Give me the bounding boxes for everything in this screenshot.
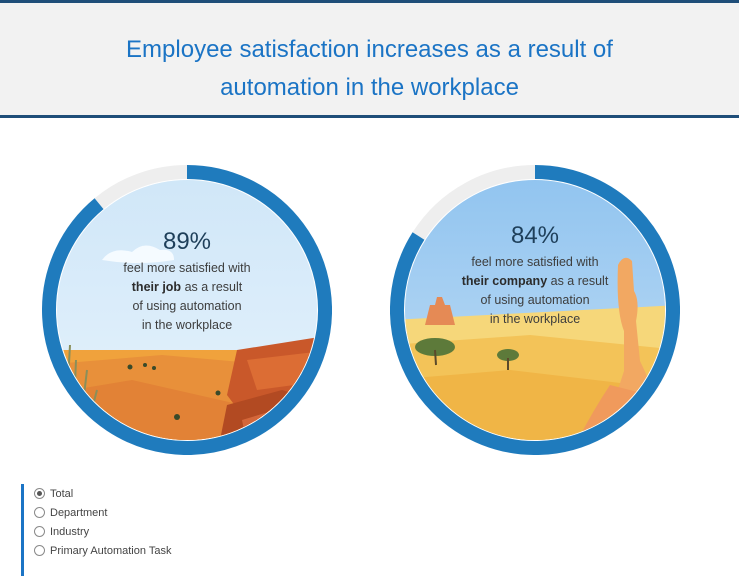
- filter-option-primary-automation-task[interactable]: Primary Automation Task: [34, 541, 171, 560]
- ring-value-arc: [390, 165, 680, 455]
- company-text-pre: feel more satisfied with: [471, 255, 599, 269]
- radio-icon[interactable]: [34, 545, 45, 556]
- filter-option-label: Industry: [50, 525, 90, 538]
- radio-icon[interactable]: [34, 507, 45, 518]
- filter-option-label: Department: [50, 506, 108, 519]
- company-text-bold: their company: [461, 274, 548, 288]
- filter-option-total[interactable]: Total: [34, 484, 171, 503]
- company-satisfaction-chart: 84% feel more satisfied with their compa…: [390, 165, 680, 455]
- ring-remainder-arc: [94, 165, 188, 210]
- breakdown-filter: Total Department Industry Primary Automa…: [21, 484, 171, 576]
- company-text-line3: of using automation: [480, 293, 590, 307]
- job-percent-label: 89%: [162, 228, 212, 255]
- company-stat-text: 84% feel more satisfied with their compa…: [445, 221, 625, 329]
- radio-selected-icon[interactable]: [34, 488, 45, 499]
- page-title: Employee satisfaction increases as a res…: [40, 31, 699, 107]
- job-ring-graphic: [42, 165, 332, 455]
- filter-option-department[interactable]: Department: [34, 503, 171, 522]
- job-text-line4: in the workplace: [141, 318, 233, 332]
- job-text-pre: feel more satisfied with: [123, 261, 251, 275]
- job-text-post: as a result: [184, 280, 243, 294]
- ring-remainder-arc: [412, 165, 536, 240]
- company-percent-label: 84%: [510, 222, 560, 249]
- header-banner: Employee satisfaction increases as a res…: [0, 0, 739, 118]
- title-line-2: automation in the workplace: [220, 74, 519, 101]
- company-text-line4: in the workplace: [489, 312, 581, 326]
- ring-value-arc: [42, 165, 332, 455]
- filter-option-industry[interactable]: Industry: [34, 522, 171, 541]
- filter-option-label: Total: [50, 487, 74, 500]
- company-ring-graphic: [390, 165, 680, 455]
- filter-option-label: Primary Automation Task: [50, 544, 172, 557]
- job-text-bold: their job: [131, 280, 182, 294]
- company-text-post: as a result: [550, 274, 609, 288]
- title-line-1: Employee satisfaction increases as a res…: [126, 36, 613, 63]
- job-stat-text: 89% feel more satisfied with their job a…: [97, 227, 277, 335]
- job-text-line3: of using automation: [132, 299, 242, 313]
- radio-icon[interactable]: [34, 526, 45, 537]
- job-satisfaction-chart: 89% feel more satisfied with their job a…: [42, 165, 332, 455]
